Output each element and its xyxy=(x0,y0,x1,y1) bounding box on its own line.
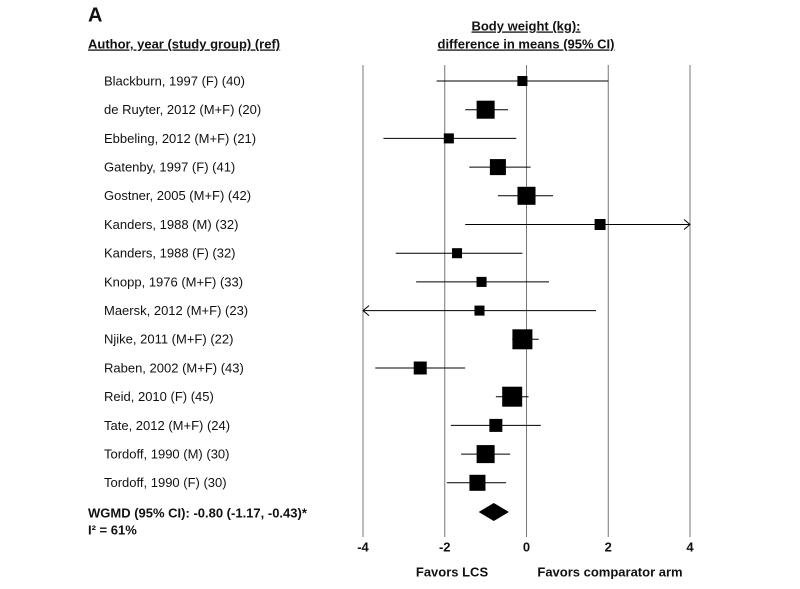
axis-title: difference in means (95% CI) xyxy=(438,36,615,51)
study-label: Reid, 2010 (F) (45) xyxy=(104,389,214,404)
estimate-square xyxy=(517,75,528,87)
study-label: Njike, 2011 (M+F) (22) xyxy=(104,332,233,347)
estimate-square xyxy=(512,329,533,350)
x-tick-label: 4 xyxy=(686,539,694,554)
x-tick-label: 0 xyxy=(523,539,530,554)
estimate-square xyxy=(469,474,486,491)
summary-diamond xyxy=(478,503,509,521)
estimate-square xyxy=(502,386,523,407)
estimate-square xyxy=(413,361,427,375)
study-label: Maersk, 2012 (M+F) (23) xyxy=(104,303,248,318)
favors-left: Favors LCS xyxy=(416,564,489,579)
study-label: Tordoff, 1990 (M) (30) xyxy=(104,447,229,462)
estimate-square xyxy=(476,445,495,464)
estimate-square xyxy=(594,219,606,230)
ci-arrow xyxy=(362,305,370,316)
study-label: Ebbeling, 2012 (M+F) (21) xyxy=(104,131,256,146)
favors-right: Favors comparator arm xyxy=(537,564,682,579)
column-header: Author, year (study group) (ref) xyxy=(88,36,280,51)
ci-arrow xyxy=(683,219,691,230)
estimate-square xyxy=(489,418,503,432)
axis-title: Body weight (kg): xyxy=(471,18,580,33)
estimate-square xyxy=(489,159,506,176)
estimate-square xyxy=(474,305,485,316)
panel-label: A xyxy=(88,4,102,26)
study-label: Tate, 2012 (M+F) (24) xyxy=(104,418,230,433)
study-label: Gatenby, 1997 (F) (41) xyxy=(104,160,235,175)
heterogeneity: I² = 61% xyxy=(88,522,137,537)
estimate-square xyxy=(476,276,487,287)
estimate-square xyxy=(517,186,536,205)
estimate-square xyxy=(476,100,495,119)
study-label: Knopp, 1976 (M+F) (33) xyxy=(104,274,243,289)
x-tick-label: -2 xyxy=(439,539,451,554)
estimate-square xyxy=(443,133,454,144)
study-label: de Ruyter, 2012 (M+F) (20) xyxy=(104,102,261,117)
study-label: Gostner, 2005 (M+F) (42) xyxy=(104,188,251,203)
study-label: Kanders, 1988 (M) (32) xyxy=(104,217,238,232)
summary-label: WGMD (95% CI): -0.80 (-1.17, -0.43)* xyxy=(88,505,308,520)
x-tick-label: 2 xyxy=(605,539,612,554)
study-label: Tordoff, 1990 (F) (30) xyxy=(104,475,227,490)
study-label: Raben, 2002 (M+F) (43) xyxy=(104,360,244,375)
estimate-square xyxy=(451,248,463,259)
study-label: Blackburn, 1997 (F) (40) xyxy=(104,73,245,88)
x-tick-label: -4 xyxy=(357,539,369,554)
study-label: Kanders, 1988 (F) (32) xyxy=(104,246,236,261)
